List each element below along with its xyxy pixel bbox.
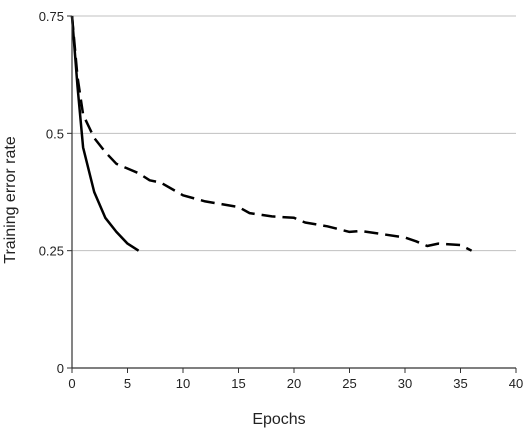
tick-labels: 0 5 10 15 20 25 30 35 40 0 0.25 0.5 0.75 (39, 9, 524, 391)
x-tick-label-8: 40 (509, 376, 523, 391)
x-axis-title: Epochs (252, 411, 305, 428)
series-group (70, 15, 473, 252)
y-tick-label-2: 0.5 (46, 126, 64, 141)
x-tick-label-1: 5 (124, 376, 131, 391)
x-tick-label-2: 10 (176, 376, 190, 391)
y-tick-label-1: 0.25 (39, 244, 64, 259)
y-tick-label-0: 0 (57, 361, 64, 376)
y-axis-title: Training error rate (2, 136, 19, 264)
x-tick-label-4: 20 (287, 376, 301, 391)
y-tick-label-3: 0.75 (39, 9, 64, 24)
x-tick-label-3: 15 (231, 376, 245, 391)
axes (67, 15, 517, 373)
gridlines (72, 15, 516, 252)
series-line-dashed (70, 15, 473, 252)
x-tick-label-5: 25 (342, 376, 356, 391)
x-tick-label-6: 30 (398, 376, 412, 391)
x-tick-label-0: 0 (68, 376, 75, 391)
x-tick-label-7: 35 (453, 376, 467, 391)
series-line-solid (70, 15, 140, 252)
